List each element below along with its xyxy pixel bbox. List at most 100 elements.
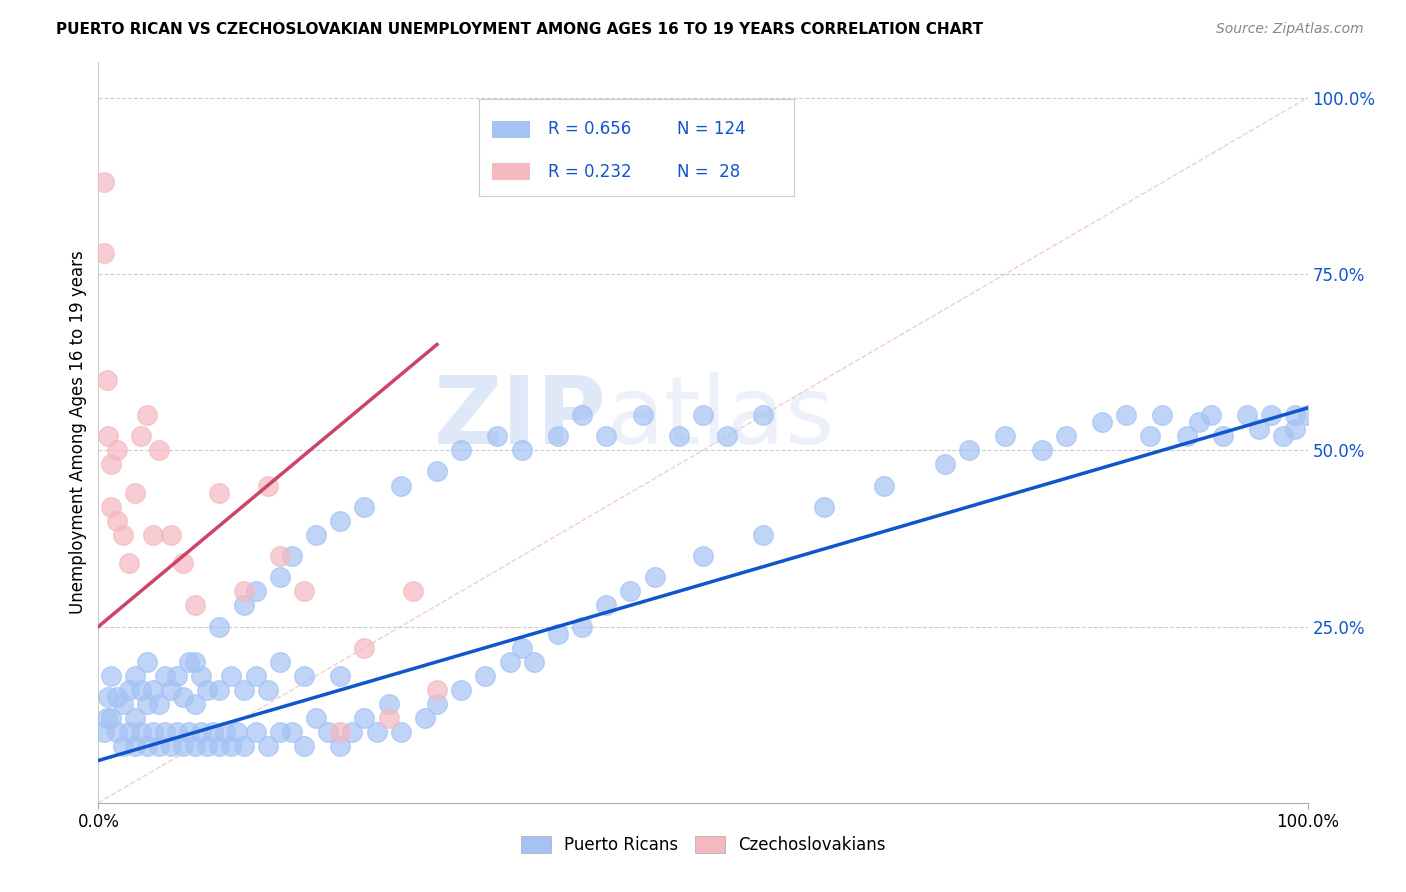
Point [100, 669, 122, 683]
Point [111, 739, 134, 754]
Point [957, 443, 980, 458]
Point [118, 556, 141, 570]
Point [153, 725, 176, 739]
Point [97, 690, 120, 704]
Point [142, 528, 165, 542]
Point [269, 570, 291, 584]
Point [160, 528, 183, 542]
Point [498, 655, 520, 669]
Point [208, 485, 231, 500]
Point [510, 640, 533, 655]
Point [142, 725, 165, 739]
Point [329, 739, 352, 754]
Point [1199, 408, 1222, 422]
Point [292, 669, 315, 683]
Point [1115, 408, 1137, 422]
Point [1236, 408, 1258, 422]
Point [124, 669, 146, 683]
Point [994, 429, 1017, 443]
Point [232, 584, 254, 599]
Point [129, 725, 152, 739]
Point [486, 429, 509, 443]
Point [135, 655, 157, 669]
Point [245, 584, 267, 599]
Point [631, 408, 654, 422]
Point [97, 429, 120, 443]
Point [692, 549, 714, 563]
Point [135, 739, 157, 754]
Point [305, 711, 328, 725]
Point [269, 549, 291, 563]
Text: Source: ZipAtlas.com: Source: ZipAtlas.com [1216, 22, 1364, 37]
Point [129, 429, 152, 443]
Point [316, 725, 339, 739]
Point [148, 697, 170, 711]
Point [450, 443, 472, 458]
Point [292, 739, 315, 754]
Point [184, 655, 207, 669]
Point [190, 725, 212, 739]
Point [105, 514, 128, 528]
Point [105, 443, 128, 458]
Point [129, 683, 152, 698]
Text: ZIP: ZIP [433, 372, 606, 464]
Point [366, 725, 388, 739]
Point [166, 725, 188, 739]
Point [389, 478, 412, 492]
Text: PUERTO RICAN VS CZECHOSLOVAKIAN UNEMPLOYMENT AMONG AGES 16 TO 19 YEARS CORRELATI: PUERTO RICAN VS CZECHOSLOVAKIAN UNEMPLOY… [56, 22, 983, 37]
Point [232, 739, 254, 754]
Text: atlas: atlas [606, 372, 835, 464]
Point [752, 408, 775, 422]
Point [124, 739, 146, 754]
Point [1139, 429, 1161, 443]
Point [389, 725, 412, 739]
Point [208, 683, 231, 698]
Point [93, 175, 115, 189]
Point [547, 429, 569, 443]
Point [226, 725, 249, 739]
Point [510, 443, 533, 458]
Point [595, 599, 617, 613]
Point [413, 711, 436, 725]
Point [1054, 429, 1077, 443]
Point [214, 725, 236, 739]
Point [179, 655, 201, 669]
Point [426, 464, 449, 478]
Point [644, 570, 666, 584]
Point [752, 528, 775, 542]
Point [1175, 429, 1198, 443]
Point [281, 549, 304, 563]
Point [118, 725, 141, 739]
Point [184, 697, 207, 711]
Point [547, 626, 569, 640]
Point [571, 619, 593, 633]
Point [1272, 429, 1295, 443]
Point [353, 711, 375, 725]
Point [148, 739, 170, 754]
Point [377, 711, 399, 725]
Point [1284, 408, 1306, 422]
Point [195, 683, 218, 698]
Point [934, 458, 956, 472]
Point [202, 725, 225, 739]
Point [377, 697, 399, 711]
Point [245, 669, 267, 683]
Legend: Puerto Ricans, Czechoslovakians: Puerto Ricans, Czechoslovakians [513, 830, 893, 861]
Point [329, 725, 352, 739]
Point [269, 725, 291, 739]
Point [96, 373, 118, 387]
Point [166, 669, 188, 683]
Point [426, 683, 449, 698]
Point [208, 739, 231, 754]
Point [111, 697, 134, 711]
Point [124, 711, 146, 725]
Point [329, 669, 352, 683]
Point [100, 711, 122, 725]
Point [595, 429, 617, 443]
Point [292, 584, 315, 599]
Point [195, 739, 218, 754]
Point [353, 500, 375, 514]
Point [179, 725, 201, 739]
Point [329, 514, 352, 528]
Point [221, 739, 243, 754]
